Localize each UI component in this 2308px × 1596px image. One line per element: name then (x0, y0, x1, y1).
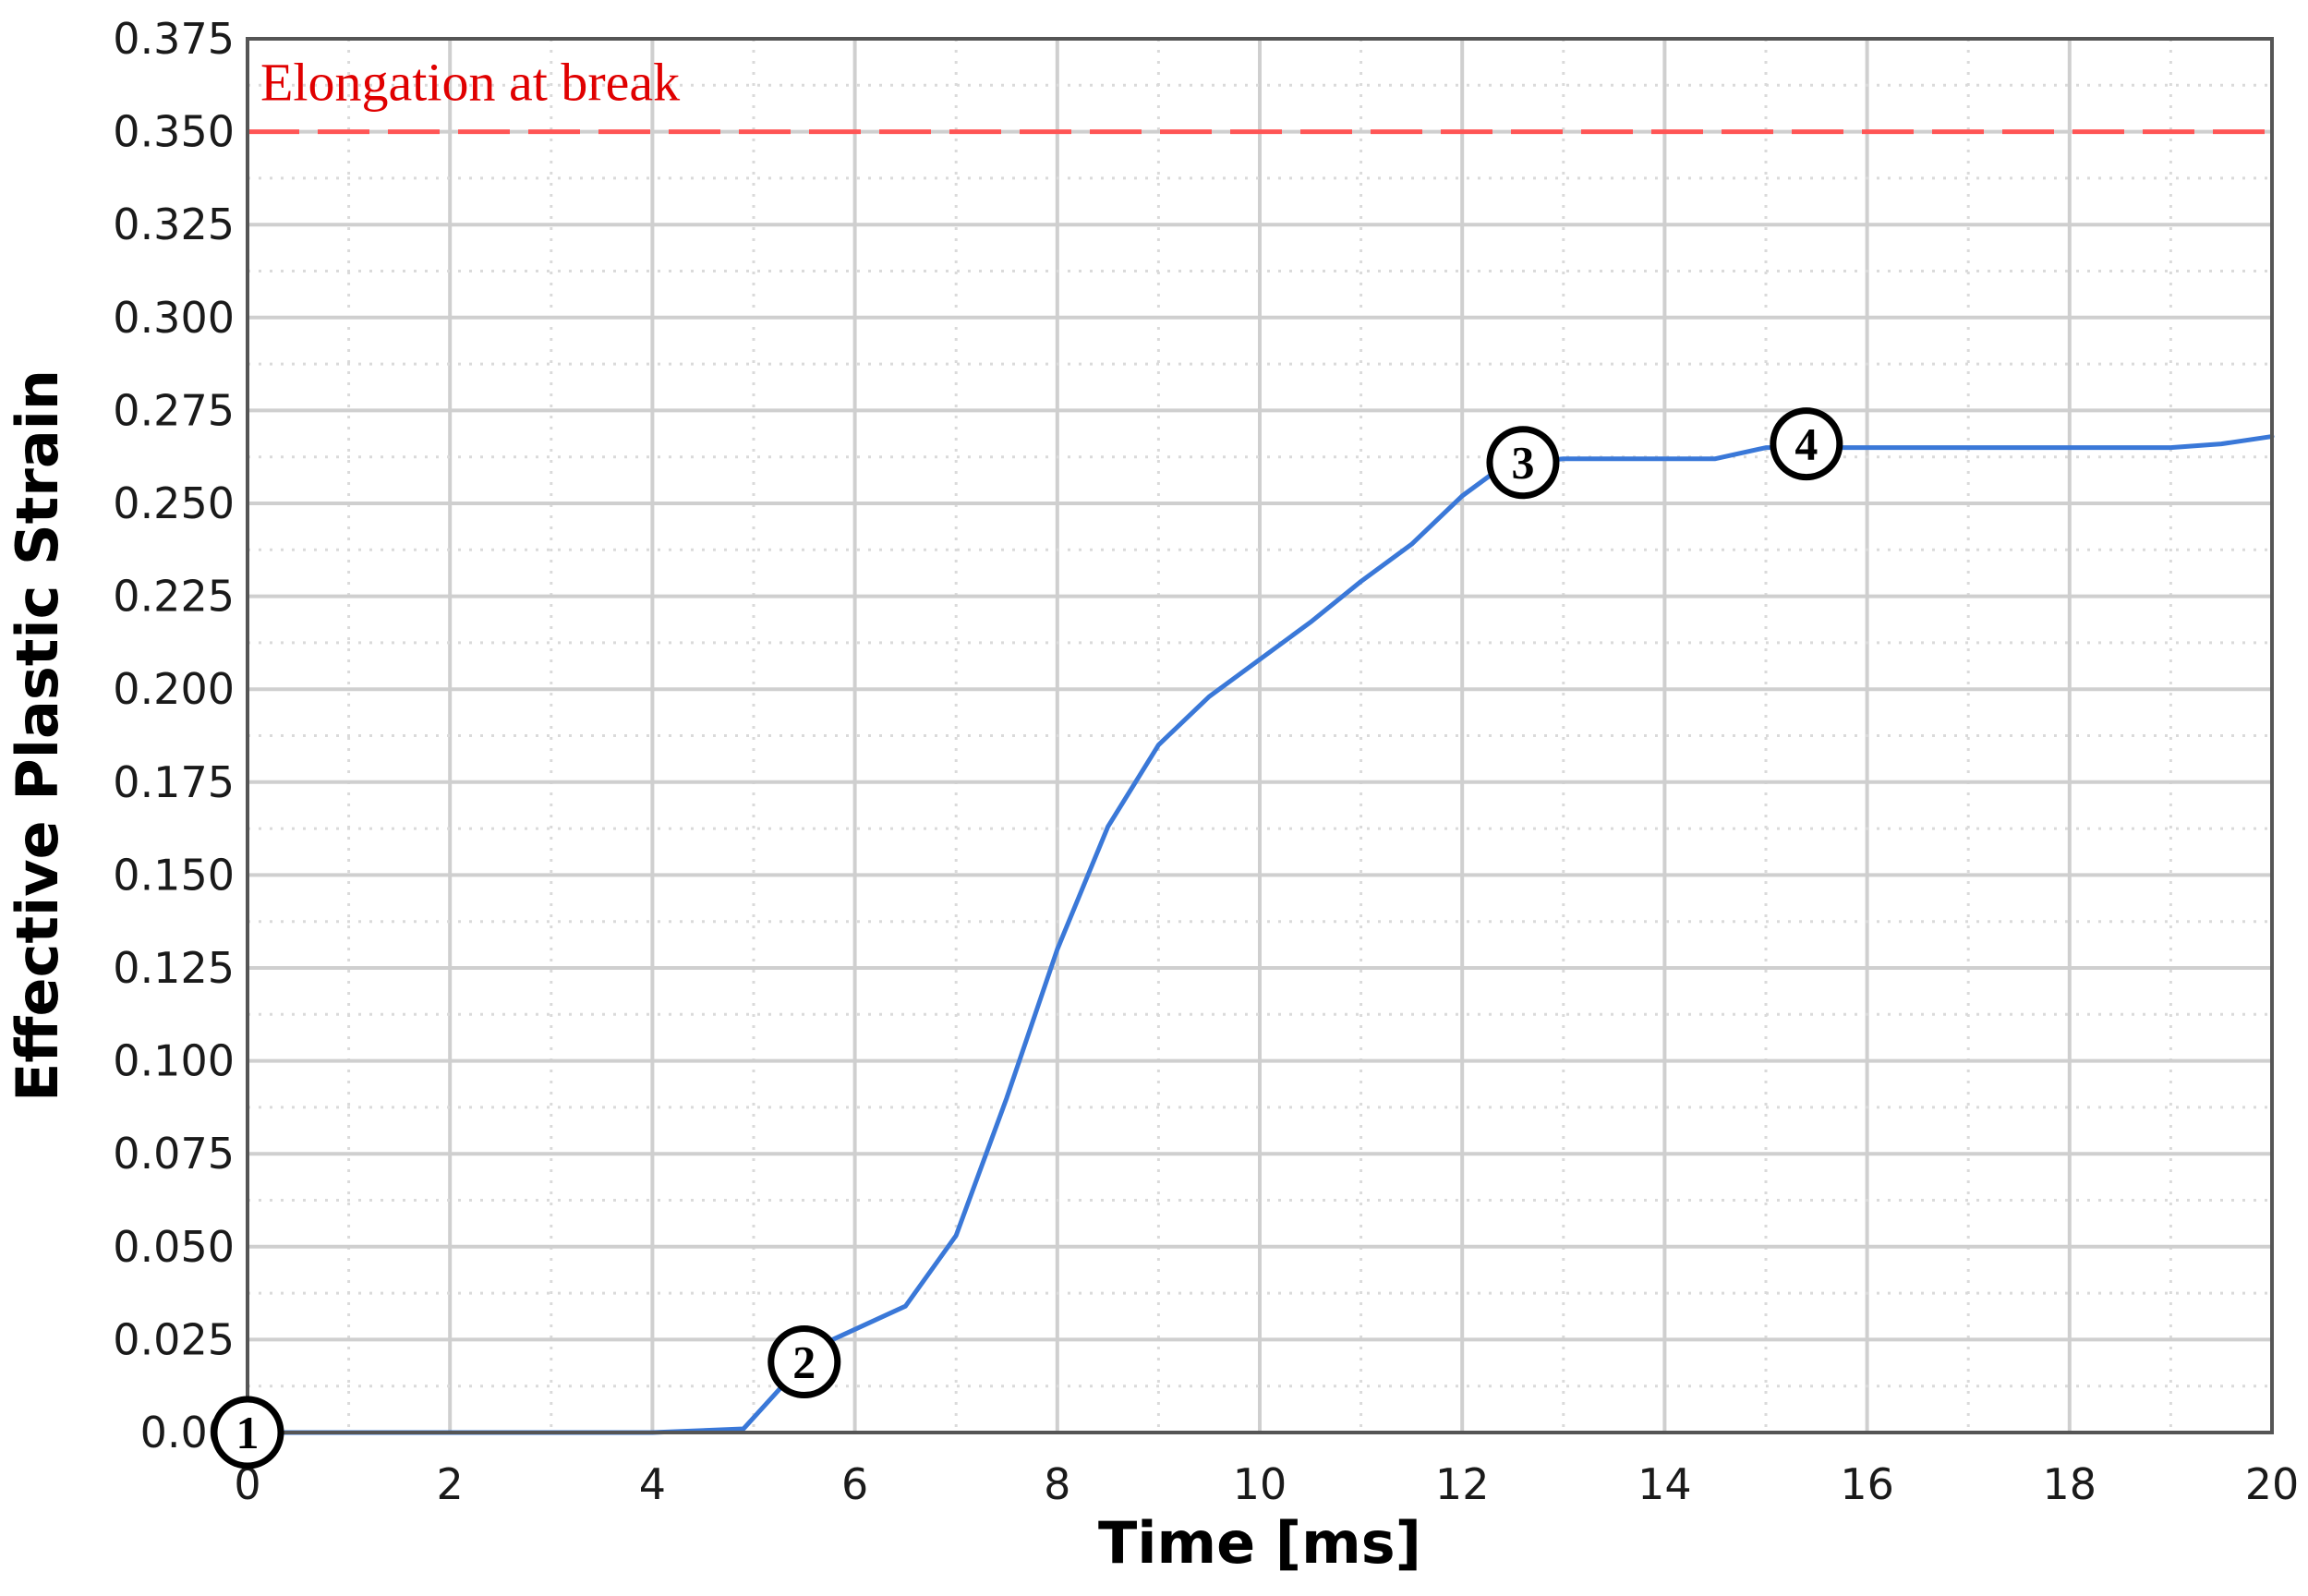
y-tick-label: 0.075 (113, 1129, 235, 1179)
annotation-number: 2 (792, 1336, 816, 1388)
grid (246, 37, 2274, 1434)
x-tick-label: 16 (1840, 1459, 1894, 1509)
x-tick-label: 8 (1044, 1459, 1070, 1509)
y-tick-label: 0.150 (113, 850, 235, 900)
y-tick-label: 0.200 (113, 664, 235, 714)
x-tick-label: 10 (1233, 1459, 1287, 1509)
y-tick-label: 0.325 (113, 200, 235, 249)
x-tick-label: 20 (2245, 1459, 2300, 1509)
y-tick-label: 0.100 (113, 1036, 235, 1086)
annotations: 1 2 3 4 (211, 407, 1843, 1469)
y-tick-label: 0.275 (113, 385, 235, 435)
y-tick-label: 0.225 (113, 572, 235, 622)
x-tick-label: 6 (841, 1459, 868, 1509)
x-tick-label: 12 (1435, 1459, 1490, 1509)
reference-line-label: Elongation at break (260, 53, 680, 113)
annotation-circle (767, 1325, 841, 1399)
annotation-circle (1486, 426, 1560, 500)
x-tick-label: 14 (1637, 1459, 1692, 1509)
x-axis-title: Time [ms] (1098, 1509, 1421, 1577)
y-tick-label: 0.050 (113, 1222, 235, 1272)
x-tick-label: 18 (2043, 1459, 2097, 1509)
y-tick-label: 0.250 (113, 478, 235, 528)
annotation-marker: 1 (211, 1396, 284, 1469)
annotation-marker: 2 (767, 1325, 841, 1399)
x-tick-label: 4 (639, 1459, 666, 1509)
annotation-circle (211, 1396, 284, 1469)
annotation-circle (1770, 407, 1843, 481)
plot-frame (246, 37, 2274, 1434)
y-tick-label: 0.125 (113, 943, 235, 993)
annotation-number: 4 (1794, 418, 1818, 470)
y-tick-label: 0.175 (113, 757, 235, 807)
annotation-marker: 3 (1486, 426, 1560, 500)
annotation-number: 1 (236, 1407, 260, 1458)
y-tick-label: 0.375 (113, 14, 235, 64)
y-axis-title: Effective Plastic Strain (4, 369, 71, 1102)
y-tick-label: 0.350 (113, 107, 235, 157)
tick-labels: 0 2 4 6 8 10 12 14 16 18 200.000.0250.0500.0750.10… (113, 14, 2299, 1509)
annotation-number: 3 (1511, 437, 1534, 489)
y-tick-label: 0.300 (113, 293, 235, 343)
y-tick-label: 0.025 (113, 1314, 235, 1364)
annotation-marker: 4 (1770, 407, 1843, 481)
x-tick-label: 2 (437, 1459, 464, 1509)
